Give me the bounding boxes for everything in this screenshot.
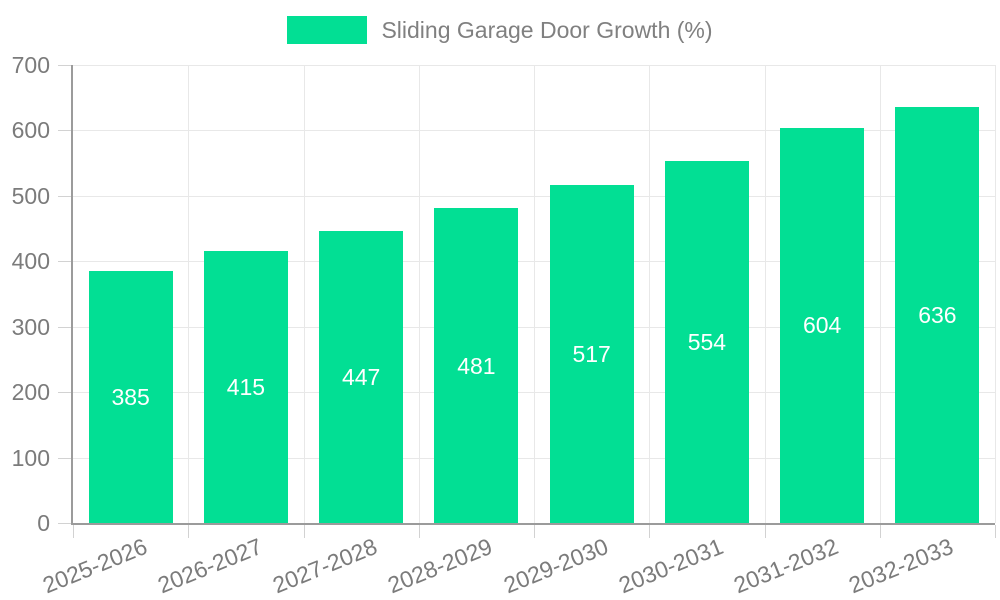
x-axis-tick <box>879 525 881 538</box>
y-axis-tick <box>58 523 73 524</box>
x-gridline <box>418 65 420 523</box>
bar-value-label: 517 <box>572 340 611 367</box>
x-axis-tick <box>73 525 74 538</box>
y-axis-label: 0 <box>37 510 50 536</box>
legend-swatch <box>287 16 368 44</box>
bar[interactable] <box>88 271 173 523</box>
y-axis-line <box>71 65 73 523</box>
bar-value-label: 604 <box>802 312 842 339</box>
bar-value-label: 636 <box>918 301 957 328</box>
x-axis-tick <box>534 525 535 538</box>
bar-value-label: 415 <box>226 374 266 401</box>
y-axis-label: 200 <box>11 379 50 406</box>
legend[interactable]: Sliding Garage Door Growth (%) <box>0 14 1000 46</box>
bar[interactable] <box>434 208 519 523</box>
x-axis-tick <box>188 525 190 538</box>
x-axis-tick <box>995 525 996 538</box>
bar[interactable] <box>549 184 634 523</box>
x-axis-tick <box>649 525 651 538</box>
bar[interactable] <box>319 230 404 523</box>
y-axis-tick <box>58 457 73 459</box>
bar[interactable] <box>203 251 288 523</box>
y-axis-label: 100 <box>11 444 50 471</box>
x-axis-tick <box>418 525 420 538</box>
y-axis-label: 300 <box>11 313 50 340</box>
x-gridline <box>649 65 651 523</box>
x-gridline <box>188 65 190 523</box>
y-axis-label: 500 <box>11 182 50 209</box>
x-gridline <box>764 65 766 523</box>
bar[interactable] <box>780 127 865 523</box>
bar-value-label: 481 <box>457 352 496 379</box>
y-axis-tick <box>58 261 73 263</box>
x-axis-tick <box>303 525 305 538</box>
y-axis-tick <box>58 65 73 66</box>
x-gridline <box>879 65 881 523</box>
bar-value-label: 447 <box>341 363 381 390</box>
bar-value-label: 554 <box>687 328 727 355</box>
x-gridline <box>534 65 535 523</box>
x-axis-line <box>71 523 995 525</box>
y-axis-tick <box>58 130 73 132</box>
x-gridline <box>995 65 996 523</box>
x-axis-tick <box>764 525 766 538</box>
x-gridline <box>303 65 305 523</box>
y-axis-label: 600 <box>11 117 50 144</box>
y-axis-label: 400 <box>11 248 50 275</box>
y-axis-tick <box>58 392 73 394</box>
y-axis-tick <box>58 195 73 197</box>
y-axis-label: 700 <box>11 52 50 78</box>
y-axis-tick <box>58 326 73 328</box>
bar-value-label: 385 <box>111 384 150 411</box>
bar[interactable] <box>664 160 749 523</box>
bar[interactable] <box>895 106 980 523</box>
legend-label: Sliding Garage Door Growth (%) <box>381 16 713 43</box>
